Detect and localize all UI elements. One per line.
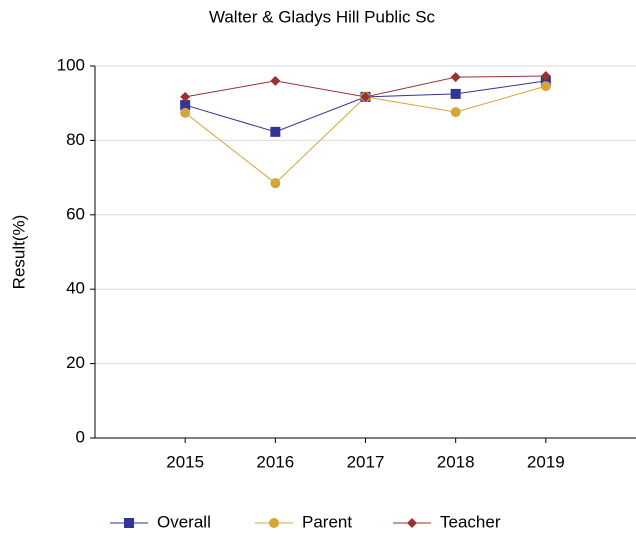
legend-label: Parent — [302, 512, 352, 531]
marker — [540, 81, 551, 92]
marker — [269, 518, 279, 528]
series-line — [185, 80, 546, 133]
x-tick-label: 2016 — [256, 452, 294, 471]
marker — [270, 75, 281, 86]
y-tick-label: 20 — [66, 353, 85, 372]
marker — [360, 91, 371, 102]
x-tick-label: 2015 — [166, 452, 204, 471]
y-tick-label: 100 — [57, 55, 85, 74]
marker — [124, 518, 134, 528]
marker — [180, 107, 191, 118]
marker — [450, 72, 461, 83]
x-tick-label: 2019 — [527, 452, 565, 471]
marker — [450, 88, 461, 99]
legend-item: Parent — [255, 512, 352, 531]
y-tick-label: 0 — [76, 427, 85, 446]
y-tick-label: 80 — [66, 130, 85, 149]
y-tick-label: 40 — [66, 279, 85, 298]
marker — [270, 178, 281, 189]
y-axis-label: Result(%) — [9, 215, 28, 290]
legend-label: Overall — [157, 512, 211, 531]
y-tick-label: 60 — [66, 204, 85, 223]
marker — [407, 518, 417, 528]
marker — [270, 126, 281, 137]
legend-label: Teacher — [440, 512, 501, 531]
marker — [180, 100, 191, 111]
marker — [540, 71, 551, 82]
marker — [180, 91, 191, 102]
x-tick-label: 2018 — [437, 452, 475, 471]
marker — [450, 107, 461, 118]
legend-item: Teacher — [393, 512, 501, 531]
chart-title: Walter & Gladys Hill Public Sc — [209, 7, 436, 26]
legend-item: Overall — [110, 512, 211, 531]
x-tick-label: 2017 — [347, 452, 385, 471]
